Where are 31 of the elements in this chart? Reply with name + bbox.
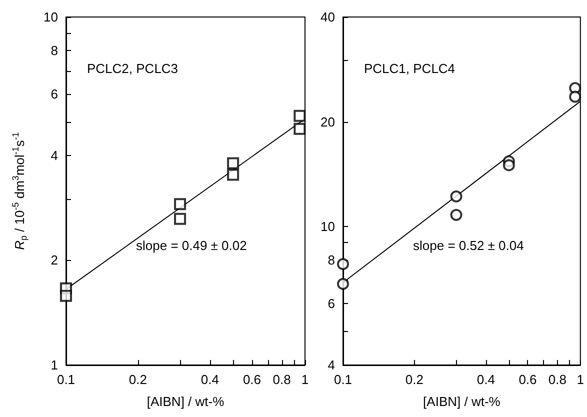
annotation: PCLC2, PCLC3	[87, 61, 178, 76]
y-tick-label: 4	[50, 148, 58, 163]
y-tick-label: 4	[328, 358, 335, 372]
x-tick-label: 0.2	[405, 372, 424, 387]
x-tick-label: 0.4	[476, 372, 495, 387]
x-axis-title: [AIBN] / wt-%	[423, 394, 501, 409]
y-tick-label: 6	[328, 296, 335, 312]
x-tick-label: 0.1	[56, 372, 76, 387]
x-tick-label: 0.2	[128, 372, 147, 387]
x-tick-label: 0.4	[200, 372, 219, 387]
y-tick-label: 40	[320, 10, 335, 24]
annotation: slope = 0.52 ± 0.04	[413, 238, 524, 253]
y-tick-label: 2	[50, 252, 58, 268]
x-axis-title: [AIBN] / wt-%	[146, 394, 225, 409]
y-tick-label: 1	[50, 358, 58, 372]
y-tick-label: 20	[320, 114, 335, 130]
y-tick-label: 8	[328, 252, 335, 268]
y-tick-label: 6	[50, 86, 58, 102]
x-tick-label: 0.8	[272, 372, 291, 387]
y-tick-label: 8	[50, 43, 58, 58]
y-tick-label: 10	[44, 10, 58, 24]
x-tick-label: 1	[576, 372, 584, 387]
x-tick-label: 1	[301, 372, 309, 387]
x-tick-label: 0.1	[334, 372, 352, 387]
x-tick-label: 0.6	[518, 372, 537, 387]
y-tick-label: 10	[320, 219, 335, 234]
x-tick-label: 0.6	[242, 372, 262, 387]
annotation: PCLC1, PCLC4	[364, 61, 456, 76]
x-tick-label: 0.8	[548, 372, 566, 387]
annotation: slope = 0.49 ± 0.02	[136, 238, 247, 253]
text: Rp / 10-5 dm3mol-1s-1	[10, 132, 28, 250]
